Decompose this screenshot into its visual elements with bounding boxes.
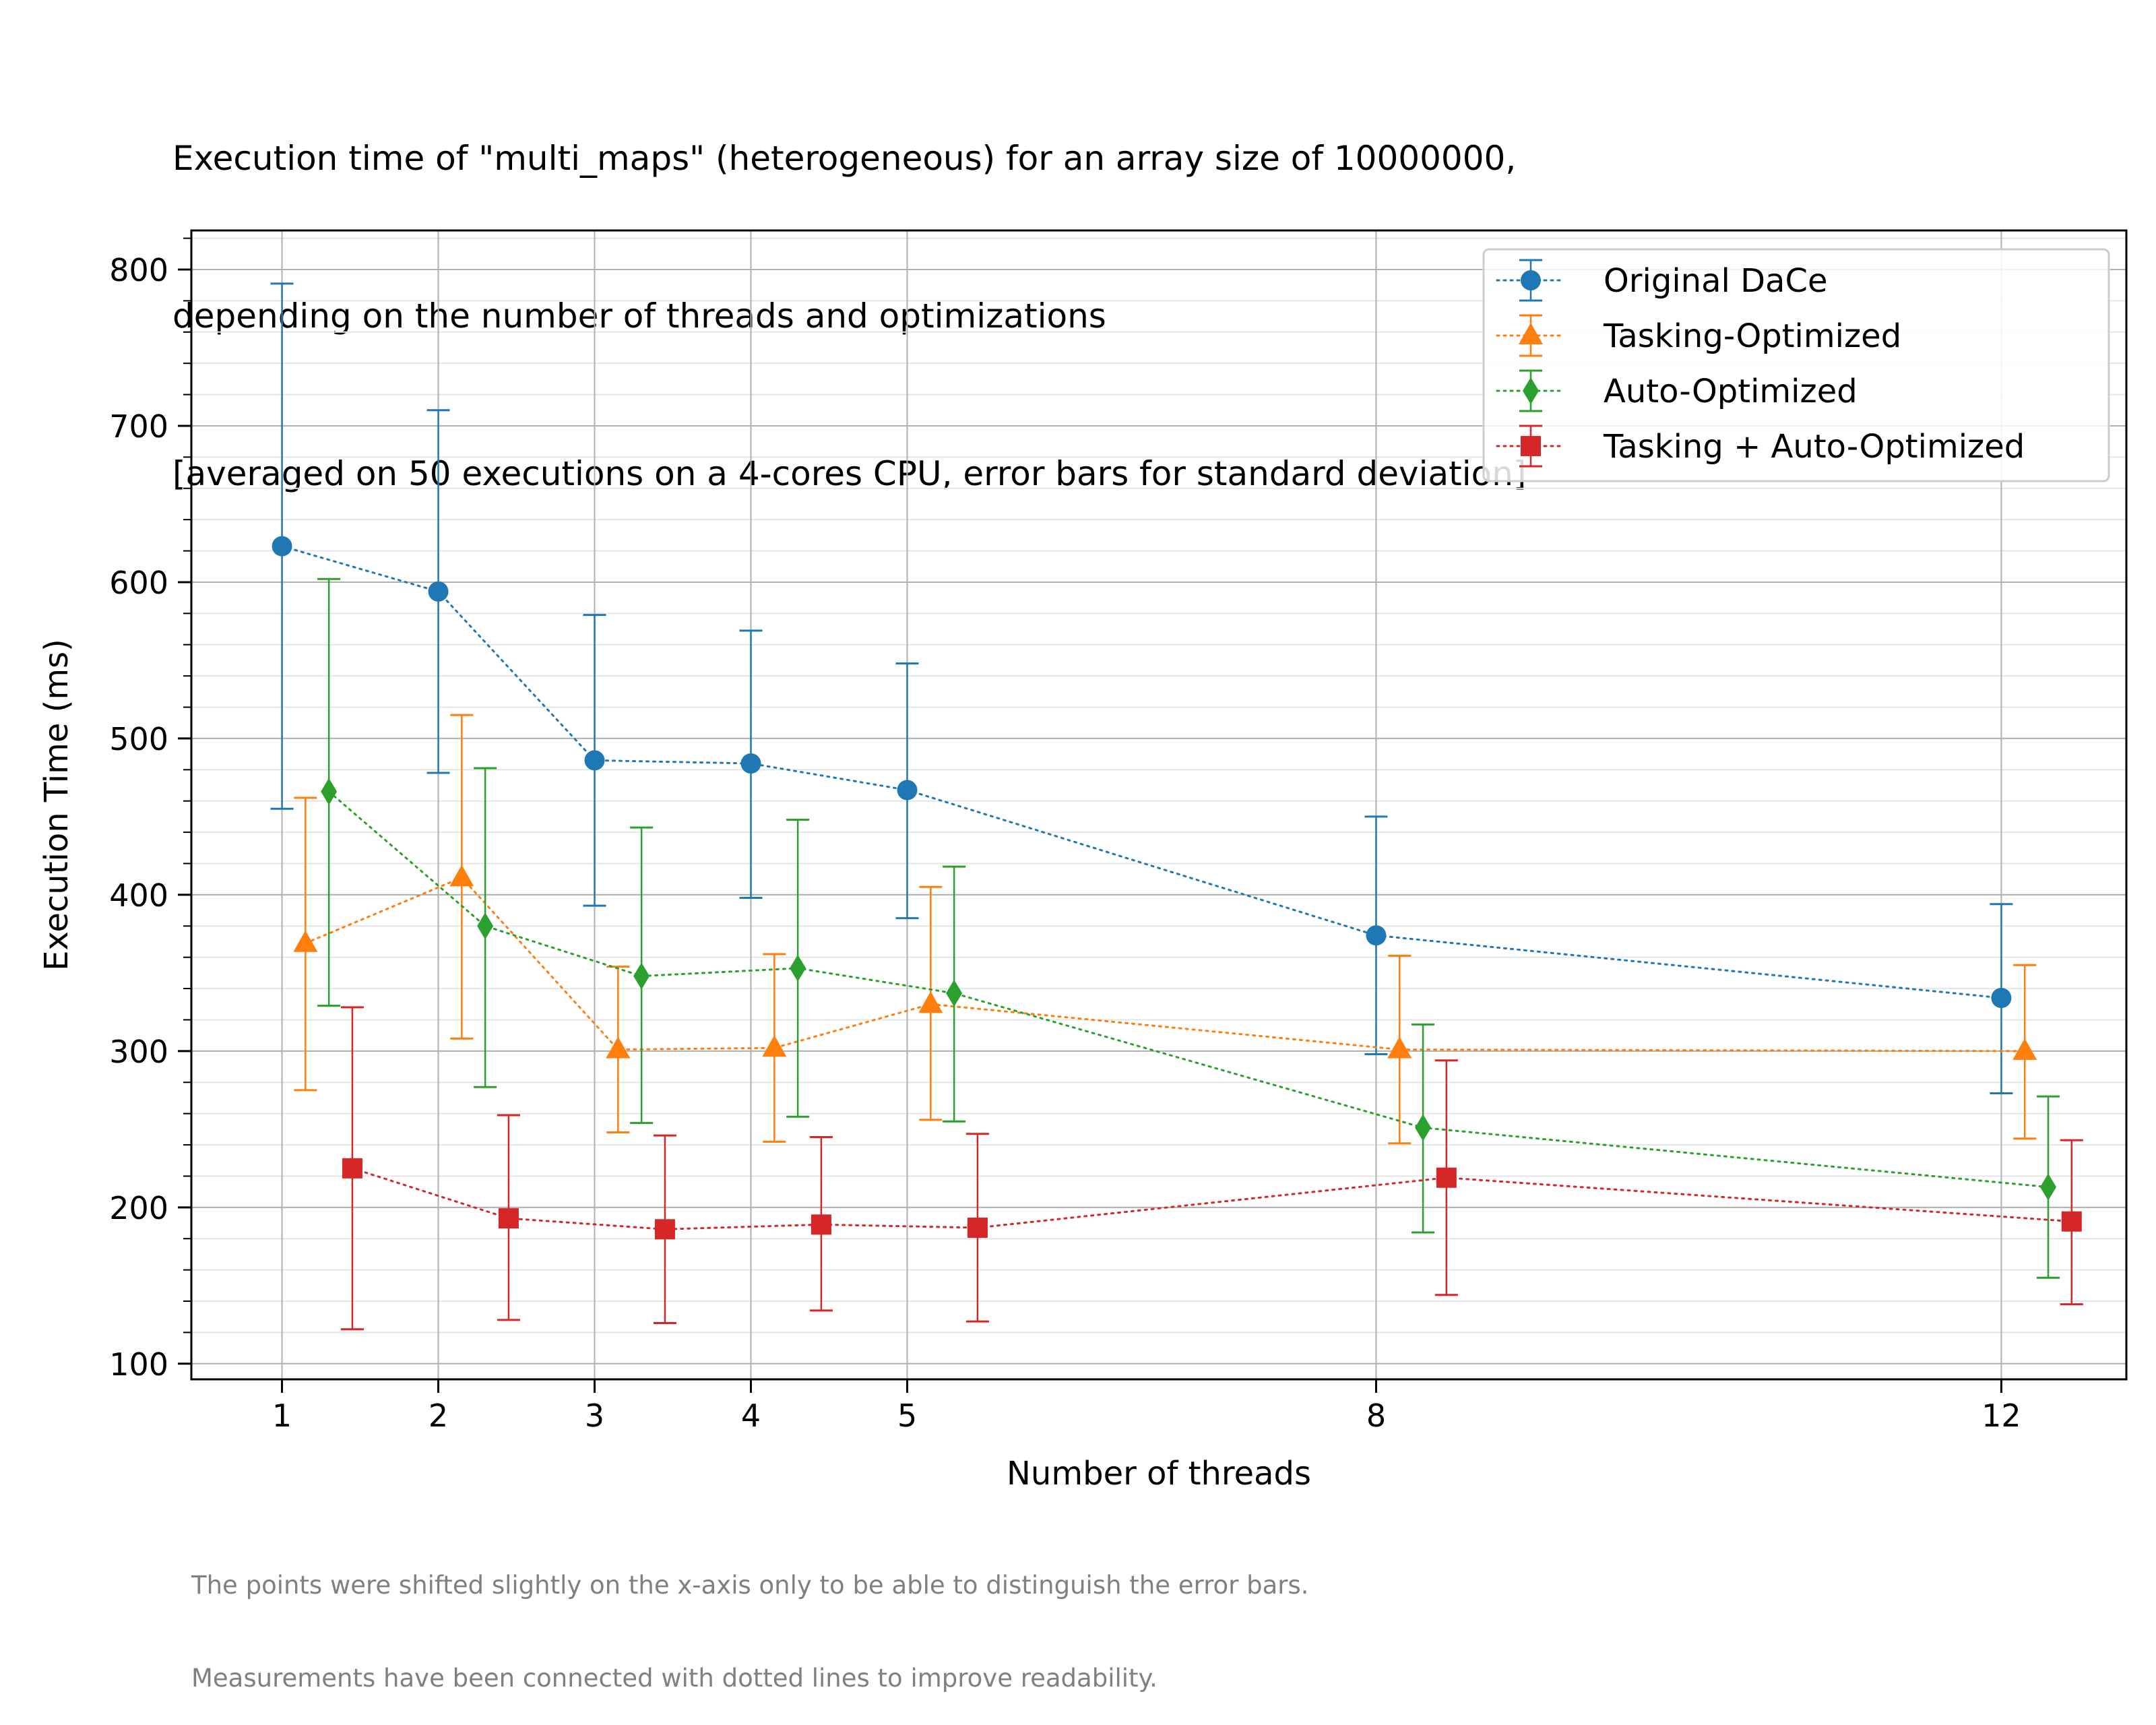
plot-frame: [190, 229, 2128, 1381]
data-point: [1387, 1036, 1412, 1059]
x-tick-label: 5: [897, 1398, 917, 1434]
legend-marker: [1521, 270, 1541, 290]
y-tick-label: 600: [109, 565, 168, 601]
x-axis-label: Number of threads: [1007, 1455, 1311, 1493]
y-tick-label: 100: [109, 1346, 168, 1383]
data-point: [946, 980, 963, 1007]
legend-label: Tasking + Auto-Optimized: [1603, 428, 2025, 466]
chart-title-line-2: depending on the number of threads and o…: [172, 296, 1106, 336]
series-1: [293, 714, 2037, 1145]
y-tick-label: 300: [109, 1034, 168, 1070]
data-point: [477, 912, 494, 940]
data-point: [918, 991, 943, 1013]
data-point: [272, 536, 292, 557]
y-axis-label: Execution Time (ms): [38, 639, 75, 971]
series-line: [327, 790, 2050, 1189]
legend-box: [1482, 248, 2110, 482]
data-point: [897, 780, 918, 801]
series-line: [351, 1167, 2073, 1230]
data-point: [2012, 1038, 2037, 1060]
y-tick-label: 400: [109, 877, 168, 914]
legend-marker: [1523, 377, 1539, 404]
data-point: [293, 930, 318, 952]
footnote-line-2: Measurements have been connected with do…: [191, 1664, 1158, 1693]
footnote: The points were shifted slightly on the …: [191, 1508, 1309, 1725]
footnote-line-1: The points were shifted slightly on the …: [191, 1571, 1309, 1600]
data-point: [790, 954, 806, 982]
x-tick-label: 12: [1981, 1398, 2021, 1434]
series-2: [317, 577, 2060, 1279]
chart-title-line-3: [averaged on 50 executions on a 4-cores …: [172, 454, 1527, 493]
data-point: [498, 1208, 519, 1229]
legend-entry: Tasking-Optimized: [1496, 314, 1901, 357]
data-point: [762, 1035, 787, 1057]
data-point: [1366, 925, 1387, 946]
legend: Original DaCe Tasking-Optimized Auto-Optim…: [1482, 248, 2110, 482]
data-point: [811, 1214, 831, 1235]
x-tick-label: 4: [741, 1398, 761, 1434]
x-tick-label: 2: [429, 1398, 448, 1434]
legend-entry: Tasking + Auto-Optimized: [1496, 425, 2025, 468]
legend-entry: Auto-Optimized: [1496, 369, 1858, 412]
legend-label: Tasking-Optimized: [1603, 317, 1901, 355]
data-point: [428, 581, 449, 602]
y-tick-label: 500: [109, 721, 168, 757]
series-line: [304, 876, 2026, 1053]
series-3: [340, 1006, 2083, 1331]
x-tick-label: 3: [585, 1398, 604, 1434]
legend-marker: [1521, 436, 1541, 456]
data-point: [449, 865, 474, 887]
data-point: [342, 1158, 362, 1179]
data-point: [1991, 987, 2012, 1008]
data-point: [321, 778, 338, 805]
y-tick-label: 800: [109, 252, 168, 288]
legend-label: Original DaCe: [1604, 262, 1828, 300]
data-point: [584, 750, 605, 771]
legend-label: Auto-Optimized: [1604, 373, 1858, 410]
data-point: [967, 1217, 988, 1238]
series-0: [270, 282, 2013, 1094]
y-tick-label: 700: [109, 408, 168, 445]
minor-grid: [191, 237, 2126, 1334]
data-point: [606, 1036, 631, 1059]
x-tick-label: 1: [272, 1398, 292, 1434]
series-layer: [270, 282, 2083, 1331]
data-point: [1436, 1167, 1457, 1188]
data-point: [740, 753, 761, 774]
chart-title: Execution time of "multi_maps" (heteroge…: [172, 27, 1526, 553]
data-point: [2040, 1173, 2057, 1201]
data-point: [2061, 1211, 2082, 1232]
legend-marker: [1519, 323, 1543, 344]
chart-title-line-1: Execution time of "multi_maps" (heteroge…: [172, 139, 1517, 178]
x-tick-label: 8: [1366, 1398, 1386, 1434]
legend-entry: Original DaCe: [1496, 259, 1828, 302]
data-point: [1415, 1114, 1432, 1141]
y-tick-label: 200: [109, 1190, 168, 1226]
data-point: [654, 1219, 675, 1240]
data-point: [633, 962, 650, 990]
